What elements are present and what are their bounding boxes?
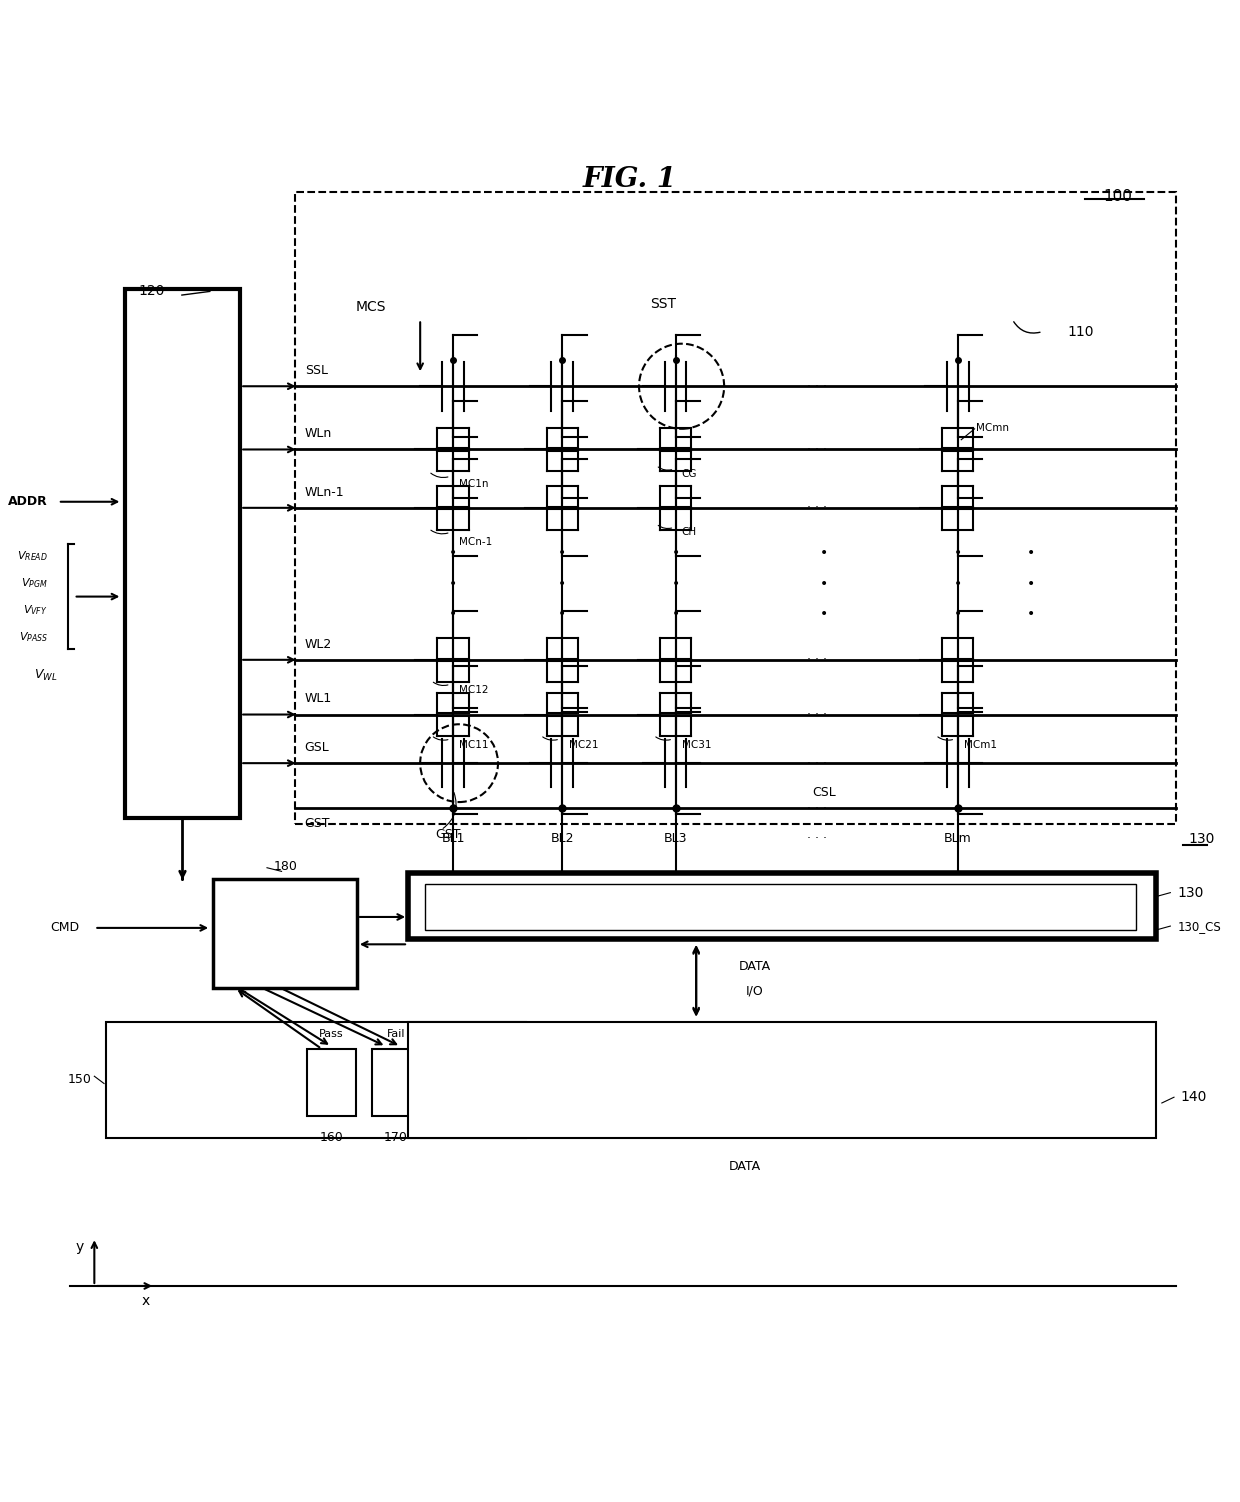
Text: MC12: MC12 (459, 685, 489, 695)
Text: BL3: BL3 (663, 832, 687, 846)
Text: •: • (820, 607, 828, 622)
Text: · · ·: · · · (806, 653, 827, 667)
Text: 130: 130 (1189, 832, 1215, 846)
Text: 120: 120 (139, 284, 165, 299)
Text: · · ·: · · · (806, 502, 827, 514)
Text: •: • (671, 607, 680, 622)
Text: · · ·: · · · (806, 832, 827, 846)
Text: 100: 100 (1104, 189, 1132, 204)
Bar (295, 192, 1177, 825)
Text: $V_{READ}$: $V_{READ}$ (17, 550, 48, 563)
Text: •: • (671, 547, 680, 560)
Text: •: • (820, 577, 828, 590)
Text: 130_CS: 130_CS (1178, 919, 1221, 933)
Text: •: • (820, 547, 828, 560)
Text: CMD: CMD (51, 921, 79, 934)
Text: FIG. 1: FIG. 1 (583, 167, 676, 194)
Bar (213, 879, 357, 988)
Bar (408, 1023, 1156, 1137)
Text: x: x (141, 1293, 150, 1308)
Text: I/O: I/O (745, 984, 764, 997)
Text: WL2: WL2 (305, 637, 332, 650)
Text: Pass: Pass (319, 1029, 343, 1039)
Text: MC1n: MC1n (459, 479, 489, 488)
Text: $V_{WL}$: $V_{WL}$ (33, 668, 57, 683)
Text: DATA: DATA (739, 960, 770, 973)
Text: MC11: MC11 (459, 740, 489, 749)
Text: BL2: BL2 (551, 832, 574, 846)
Text: SST: SST (650, 296, 676, 311)
Text: 170: 170 (384, 1131, 408, 1145)
Text: 150: 150 (68, 1074, 92, 1086)
Text: •: • (1027, 607, 1034, 622)
Text: WLn: WLn (305, 427, 332, 440)
Text: CH: CH (682, 527, 697, 538)
Text: •: • (954, 547, 962, 560)
Text: MCS: MCS (356, 300, 386, 314)
Text: •: • (449, 607, 458, 622)
Text: •: • (558, 607, 567, 622)
Bar (107, 1023, 526, 1137)
Text: •: • (954, 607, 962, 622)
Text: GSL: GSL (305, 740, 330, 754)
Text: MCn-1: MCn-1 (459, 536, 492, 547)
Text: 130: 130 (1178, 886, 1204, 900)
Text: MCmn: MCmn (976, 422, 1009, 433)
Text: MC31: MC31 (682, 740, 711, 749)
Text: MC21: MC21 (568, 740, 598, 749)
Text: · · ·: · · · (806, 707, 827, 721)
Text: •: • (558, 577, 567, 590)
Text: y: y (76, 1241, 84, 1254)
Bar (408, 873, 1156, 939)
Text: 160: 160 (320, 1131, 343, 1145)
Text: · · ·: · · · (806, 380, 827, 392)
Text: $V_{VFY}$: $V_{VFY}$ (24, 604, 48, 617)
Text: 110: 110 (1066, 324, 1094, 338)
Text: •: • (1027, 547, 1034, 560)
Text: •: • (449, 577, 458, 590)
Text: GST: GST (305, 817, 330, 831)
Text: BL1: BL1 (441, 832, 465, 846)
Text: $V_{PGM}$: $V_{PGM}$ (21, 577, 48, 590)
Text: WL1: WL1 (305, 692, 332, 706)
Text: •: • (1027, 577, 1034, 590)
Bar (125, 288, 241, 819)
Text: •: • (671, 577, 680, 590)
Text: · · ·: · · · (806, 443, 827, 457)
Text: CG: CG (682, 469, 697, 479)
Bar (308, 1048, 356, 1116)
Bar (425, 883, 1136, 930)
Text: ADDR: ADDR (9, 496, 48, 508)
Text: Fail: Fail (387, 1029, 405, 1039)
Text: CSL: CSL (812, 786, 836, 799)
Text: · · ·: · · · (806, 757, 827, 769)
Text: GST: GST (435, 829, 460, 841)
Text: BLm: BLm (944, 832, 971, 846)
Text: DATA: DATA (729, 1160, 761, 1173)
Text: 140: 140 (1180, 1090, 1207, 1104)
Text: •: • (558, 547, 567, 560)
Text: •: • (954, 577, 962, 590)
Text: $V_{PASS}$: $V_{PASS}$ (19, 629, 48, 644)
Text: SSL: SSL (305, 363, 327, 377)
Bar (372, 1048, 420, 1116)
Text: WLn-1: WLn-1 (305, 485, 345, 499)
Text: MCm1: MCm1 (963, 740, 997, 749)
Text: •: • (449, 547, 458, 560)
Text: 180: 180 (273, 861, 298, 873)
Text: · · ·: · · · (806, 802, 827, 814)
